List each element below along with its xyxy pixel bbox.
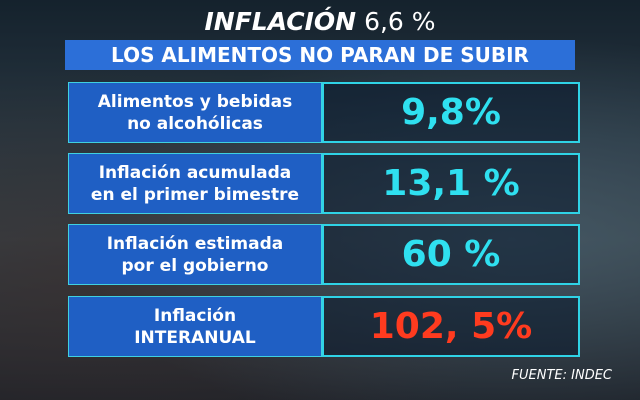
label-line: por el gobierno — [121, 255, 269, 276]
stat-row: Inflación estimada por el gobierno 60 % — [68, 224, 580, 285]
label-line: Alimentos y bebidas — [97, 91, 293, 112]
stat-label: Inflación acumulada en el primer bimestre — [68, 153, 322, 214]
title: INFLACIÓN 6,6 % — [0, 6, 640, 38]
label-line: Inflación acumulada — [98, 162, 292, 183]
label-line: en el primer bimestre — [90, 184, 300, 205]
source: FUENTE: INDEC — [511, 368, 612, 383]
stat-label: Inflación INTERANUAL — [68, 296, 322, 357]
stat-row: Inflación INTERANUAL 102, 5% — [68, 296, 580, 357]
label-line: Inflación — [153, 305, 237, 326]
label-line: no alcohólicas — [127, 113, 263, 134]
stat-row: Alimentos y bebidas no alcohólicas 9,8% — [68, 82, 580, 143]
subtitle-banner: LOS ALIMENTOS NO PARAN DE SUBIR — [65, 40, 575, 70]
stat-label: Inflación estimada por el gobierno — [68, 224, 322, 285]
label-line: Inflación estimada — [106, 233, 284, 254]
title-bold: INFLACIÓN — [204, 7, 357, 36]
title-value: 6,6 % — [364, 7, 436, 36]
stat-value: 9,8% — [322, 82, 580, 143]
stat-value: 60 % — [322, 224, 580, 285]
label-line: INTERANUAL — [134, 327, 256, 348]
stat-row: Inflación acumulada en el primer bimestre… — [68, 153, 580, 214]
stat-label: Alimentos y bebidas no alcohólicas — [68, 82, 322, 143]
stat-value: 102, 5% — [322, 296, 580, 357]
stat-value: 13,1 % — [322, 153, 580, 214]
